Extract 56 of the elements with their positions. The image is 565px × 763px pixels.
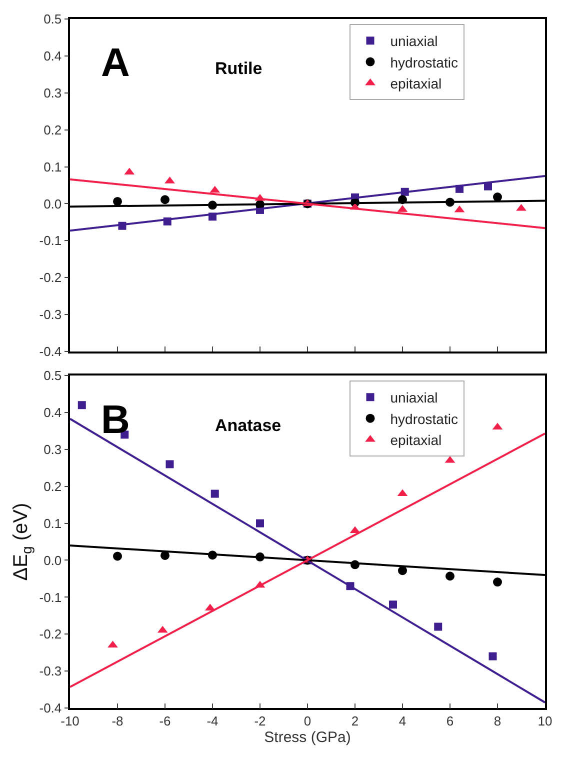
- annotation: A: [101, 41, 130, 85]
- y-tick-label: 0.0: [44, 552, 62, 568]
- point: [493, 578, 502, 587]
- x-tick-label: 2: [351, 713, 359, 728]
- y-tick-label: -0.1: [39, 233, 62, 248]
- x-tick-label: -4: [206, 713, 218, 728]
- legend-label: uniaxial: [390, 390, 438, 406]
- y-tick-label: 0.5: [44, 12, 62, 27]
- point: [78, 401, 86, 410]
- point: [389, 600, 397, 609]
- point: [256, 519, 264, 528]
- y-tick-label: 0.3: [44, 442, 62, 457]
- y-tick-label: 0.1: [44, 159, 62, 174]
- y-tick-label: 0.4: [44, 405, 62, 420]
- x-tick-label: -2: [254, 713, 266, 728]
- y-tick-label: 0.2: [44, 122, 62, 138]
- point: [166, 460, 174, 468]
- point: [160, 195, 170, 204]
- x-tick-label: -8: [112, 713, 124, 728]
- point: [434, 622, 442, 631]
- legend-label: epitaxial: [390, 75, 442, 92]
- x-tick-label: 4: [398, 713, 406, 728]
- x-tick-label: 6: [446, 713, 454, 728]
- y-tick-label: -0.4: [39, 700, 62, 716]
- y-tick-label: -0.4: [39, 344, 62, 359]
- x-tick-label: 10: [538, 713, 552, 728]
- y-tick-label: 0.3: [44, 85, 62, 100]
- y-tick-label: 0.2: [44, 478, 62, 494]
- x-tick-label: 0: [304, 713, 312, 728]
- point: [398, 566, 407, 576]
- legend-label: epitaxial: [390, 432, 442, 448]
- y-tick-label: 0.1: [44, 516, 62, 531]
- annotation: B: [101, 398, 130, 442]
- annotation: Rutile: [215, 59, 262, 78]
- legend-label: hydrostatic: [390, 410, 458, 427]
- y-tick-label: -0.3: [39, 307, 62, 322]
- x-axis-title: Stress (GPa): [264, 728, 351, 746]
- x-tick-label: -6: [159, 713, 171, 728]
- annotation: Anatase: [215, 416, 282, 435]
- point: [446, 572, 454, 581]
- y-tick-label: -0.2: [39, 270, 62, 286]
- legend-label: hydrostatic: [390, 54, 458, 70]
- point: [516, 204, 526, 211]
- point: [210, 490, 219, 498]
- point: [113, 552, 122, 561]
- y-tick-label: 0.4: [44, 48, 62, 64]
- y-tick-label: -0.3: [39, 664, 62, 679]
- point: [488, 652, 497, 660]
- x-tick-label: -10: [60, 713, 80, 728]
- y-tick-label: 0.5: [44, 368, 62, 384]
- point: [113, 196, 122, 206]
- y-tick-label: 0.0: [44, 196, 62, 212]
- x-tick-label: 8: [494, 713, 502, 728]
- legend-label: uniaxial: [390, 33, 438, 50]
- y-tick-label: -0.2: [39, 626, 62, 642]
- y-tick-label: -0.1: [39, 590, 62, 605]
